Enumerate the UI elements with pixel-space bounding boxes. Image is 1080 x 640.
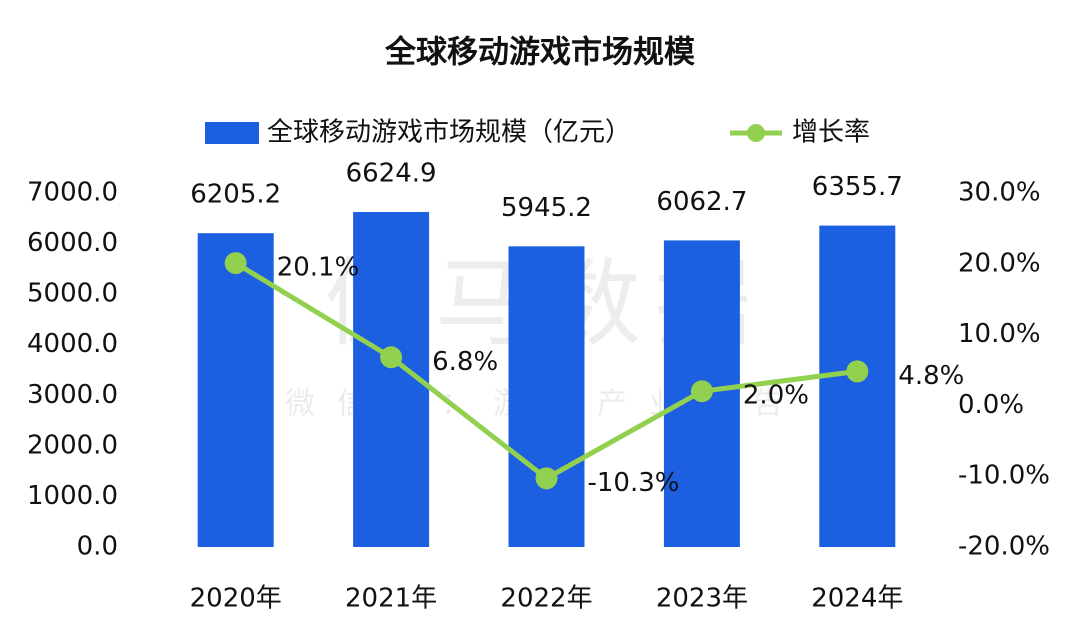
bar-value-label: 6355.7 [812,172,903,202]
line-point [535,467,558,490]
y2-tick-label: -20.0% [958,532,1050,562]
line-value-label: 20.1% [277,253,360,283]
line-value-label: -10.3% [588,468,680,498]
line-value-label: 6.8% [432,347,498,377]
bar [508,246,585,547]
y2-tick-label: -10.0% [958,461,1050,491]
line-point [380,346,403,369]
chart-title: 全球移动游戏市场规模 [384,35,695,71]
y2-tick-label: 10.0% [958,319,1041,349]
line-value-label: 4.8% [898,361,964,391]
bar-value-label: 5945.2 [501,193,592,223]
line-point [224,252,247,275]
bar-value-label: 6205.2 [190,180,281,210]
y-tick-label: 3000.0 [27,380,118,410]
y2-tick-label: 20.0% [958,248,1041,278]
y-tick-label: 1000.0 [27,481,118,511]
x-tick-label: 2023年 [656,584,748,614]
line-point [846,360,869,383]
line-point [690,380,713,403]
y-tick-label: 4000.0 [27,329,118,359]
x-tick-label: 2021年 [345,584,437,614]
y2-tick-label: 0.0% [958,390,1024,420]
x-tick-label: 2022年 [500,584,592,614]
bar [197,233,274,548]
legend-label: 增长率 [792,118,870,148]
line-value-label: 2.0% [743,381,809,411]
x-tick-label: 2020年 [190,584,282,614]
y2-tick-label: 30.0% [958,178,1041,208]
bar-value-label: 6062.7 [656,187,747,217]
y-tick-label: 0.0 [77,532,118,562]
legend-swatch [205,122,259,144]
y-tick-label: 2000.0 [27,430,118,460]
y-tick-label: 7000.0 [27,178,118,208]
legend-label: 全球移动游戏市场规模（亿元） [267,118,631,148]
legend-swatch [747,124,765,142]
y-tick-label: 6000.0 [27,228,118,258]
x-tick-label: 2024年 [811,584,903,614]
bar [819,225,896,547]
y-tick-label: 5000.0 [27,279,118,309]
bar-value-label: 6624.9 [346,158,437,188]
